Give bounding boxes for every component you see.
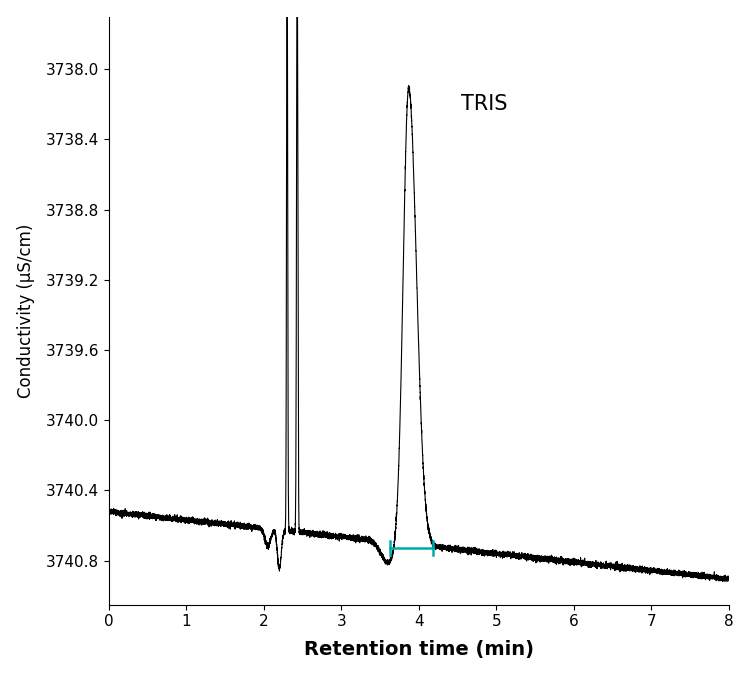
Y-axis label: Conductivity (μS/cm): Conductivity (μS/cm) (16, 223, 34, 397)
Text: TRIS: TRIS (461, 95, 508, 114)
X-axis label: Retention time (min): Retention time (min) (304, 640, 534, 659)
